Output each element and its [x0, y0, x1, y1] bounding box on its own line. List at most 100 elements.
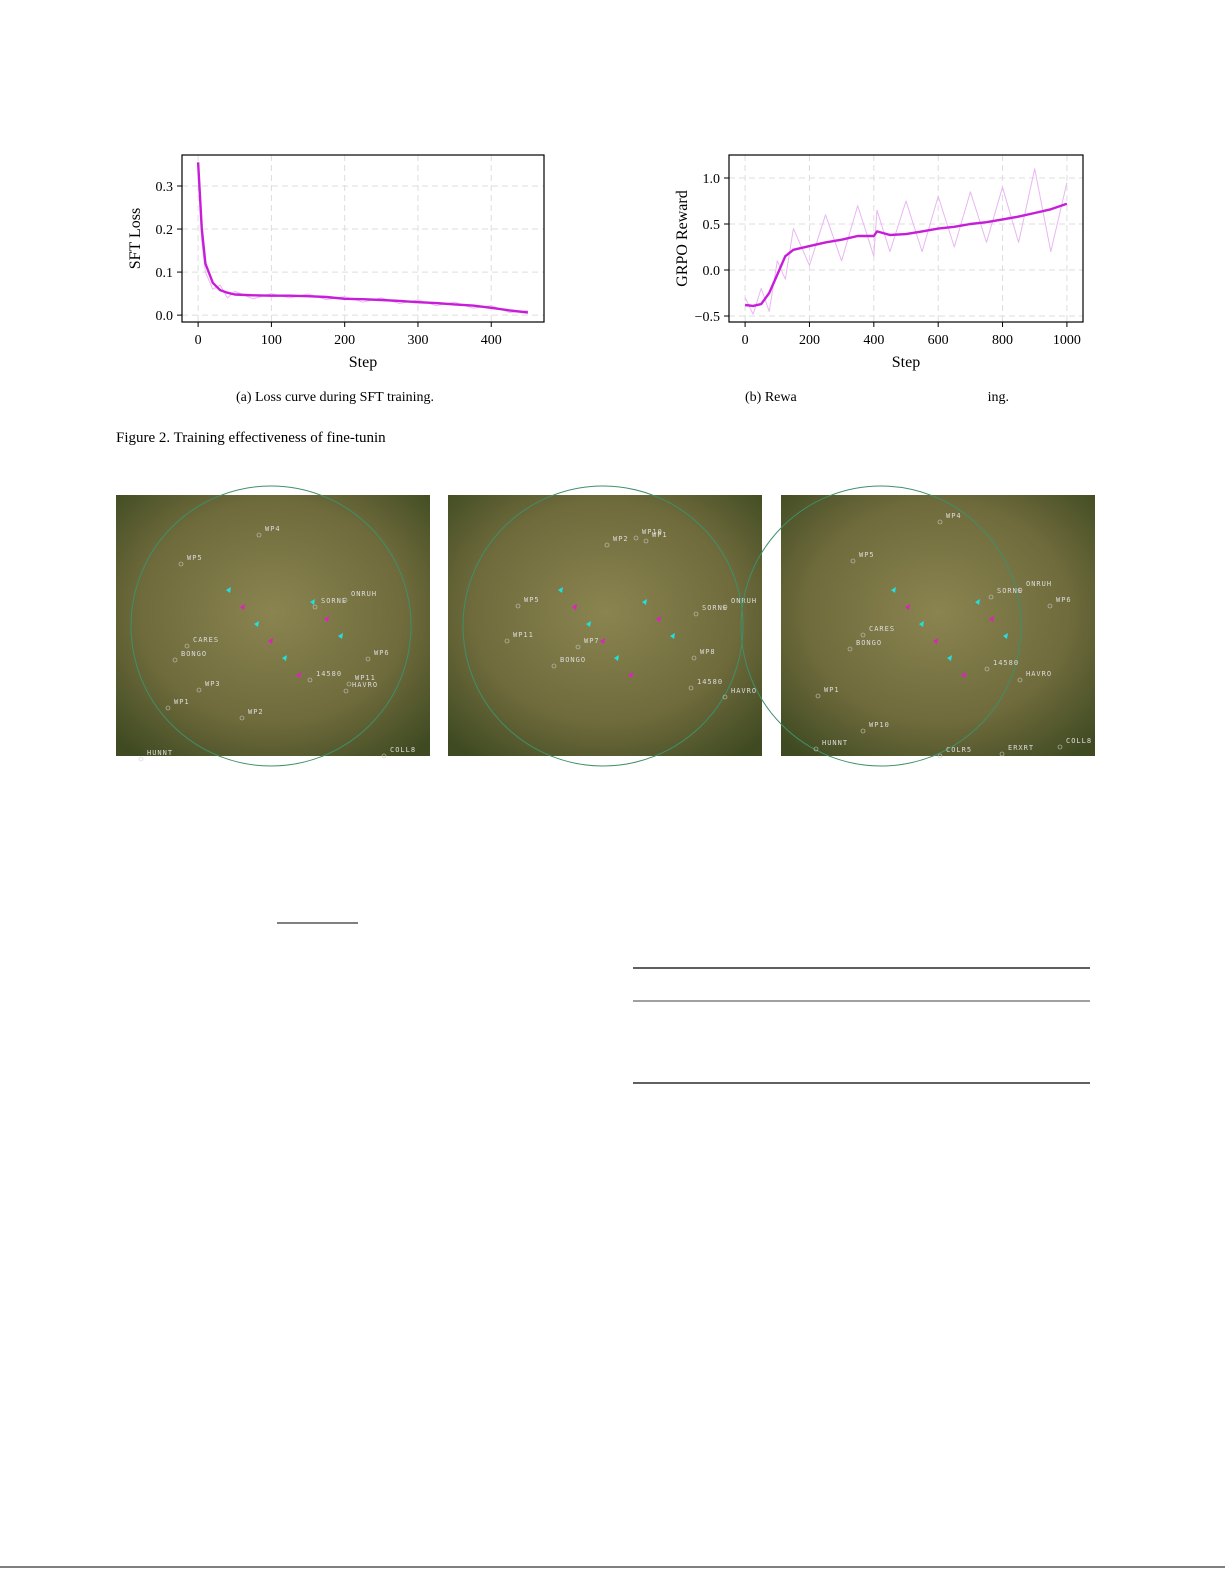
waypoint [643, 538, 649, 544]
waypoint [239, 715, 245, 721]
waypoint-label: WP1 [174, 698, 190, 706]
waypoint-label: WP5 [859, 551, 875, 559]
waypoint-label: BONGO [181, 650, 207, 658]
aircraft-marker [324, 616, 329, 622]
waypoint-label: COLL8 [1066, 737, 1092, 745]
waypoint-label: WP5 [187, 554, 203, 562]
aircraft-marker [240, 604, 245, 610]
aircraft-marker [961, 672, 966, 678]
y-axis-label: SFT Loss [127, 208, 144, 270]
aircraft-marker [296, 672, 301, 678]
waypoint-label: WP1 [824, 686, 840, 694]
waypoint-label: HAVRO [1026, 670, 1052, 678]
x-tick-label: 100 [261, 333, 282, 348]
line-series [744, 168, 1068, 315]
waypoint-label: HAVRO [731, 687, 757, 695]
aircraft-marker [614, 655, 619, 661]
radar-ring [462, 485, 744, 767]
aircraft-marker [933, 638, 938, 644]
aircraft-marker [628, 672, 633, 678]
waypoint-label: CARES [869, 625, 895, 633]
aircraft-marker [670, 633, 675, 639]
waypoint-label: 14580 [316, 670, 342, 678]
y-tick-label: 0.3 [156, 180, 174, 195]
waypoint [847, 646, 853, 652]
waypoint [604, 542, 610, 548]
waypoint [343, 688, 349, 694]
waypoint [722, 694, 728, 700]
figure-caption: Figure 2. Training effectiveness of fine… [116, 430, 386, 446]
waypoint [346, 681, 352, 687]
aircraft-marker [600, 638, 605, 644]
waypoint-label: WP5 [524, 596, 540, 604]
waypoint [1057, 744, 1063, 750]
waypoint-label: WP2 [248, 708, 264, 716]
aircraft-marker [254, 621, 259, 627]
x-tick-label: 200 [334, 333, 355, 348]
y-tick-label: 0.0 [703, 264, 721, 279]
waypoint-label: HAVRO [352, 681, 378, 689]
x-tick-label: 300 [407, 333, 428, 348]
y-tick-label: 0.0 [156, 309, 174, 324]
x-tick-label: 600 [928, 333, 949, 348]
aircraft-marker [919, 621, 924, 627]
aircraft-marker [282, 655, 287, 661]
aircraft-marker [558, 587, 563, 593]
waypoint [196, 687, 202, 693]
waypoint-label: WP4 [265, 525, 281, 533]
aircraft-marker [947, 655, 952, 661]
waypoint [184, 643, 190, 649]
waypoint [165, 705, 171, 711]
waypoint [860, 728, 866, 734]
waypoint [693, 611, 699, 617]
waypoint [999, 751, 1005, 757]
waypoint-label: WP7 [584, 637, 600, 645]
waypoint-label: ONRUH [1026, 580, 1052, 588]
y-tick-label: 0.1 [156, 266, 174, 281]
waypoint [178, 561, 184, 567]
waypoint-label: COLR5 [946, 746, 972, 754]
waypoint-label: WP6 [374, 649, 390, 657]
waypoint [937, 753, 943, 759]
aircraft-marker [310, 599, 315, 605]
x-tick-label: 0 [195, 333, 202, 348]
waypoint-label: WP10 [869, 721, 890, 729]
waypoint [722, 604, 728, 610]
waypoint [256, 532, 262, 538]
waypoint [312, 604, 318, 610]
waypoint-label: WP2 [613, 535, 629, 543]
aircraft-marker [989, 616, 994, 622]
waypoint-label: HUNNT [822, 739, 848, 747]
waypoint-label: SORNE [321, 597, 347, 605]
waypoint [342, 597, 348, 603]
aircraft-marker [226, 587, 231, 593]
radar-image [448, 495, 762, 756]
subcaption: (a) Loss curve during SFT training. [236, 390, 434, 405]
waypoint [1017, 677, 1023, 683]
waypoint-label: WP3 [205, 680, 221, 688]
waypoint-label: WP11 [513, 631, 534, 639]
waypoint [688, 685, 694, 691]
waypoint [813, 746, 819, 752]
waypoint-label: BONGO [560, 656, 586, 664]
subcaption: (b) Rewa [745, 390, 797, 405]
waypoint [551, 663, 557, 669]
waypoint-label: WP11 [355, 674, 376, 682]
waypoint [984, 666, 990, 672]
waypoint [307, 677, 313, 683]
waypoint-label: ONRUH [351, 590, 377, 598]
aircraft-marker [642, 599, 647, 605]
line-series [196, 162, 529, 314]
aircraft-marker [586, 621, 591, 627]
waypoint-label: HUNNT [147, 749, 173, 757]
plot-frame [728, 154, 1084, 323]
waypoint [172, 657, 178, 663]
waypoint-label: WP8 [700, 648, 716, 656]
y-tick-label: 1.0 [703, 172, 721, 187]
waypoint-label: WP1 [652, 531, 668, 539]
aircraft-marker [338, 633, 343, 639]
aircraft-marker [905, 604, 910, 610]
x-tick-label: 800 [992, 333, 1013, 348]
waypoint [815, 693, 821, 699]
